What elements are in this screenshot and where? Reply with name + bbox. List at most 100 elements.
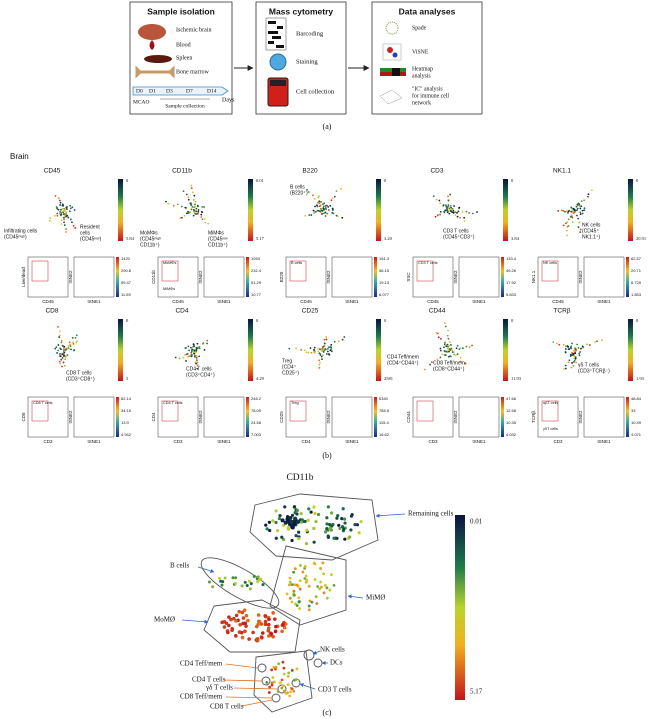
analysis-item: for immune cell	[412, 92, 449, 99]
cell-dot	[583, 209, 586, 212]
pointer	[223, 679, 263, 682]
cell-dot	[57, 197, 60, 200]
cell-dot	[445, 204, 447, 207]
cell-dot	[63, 209, 65, 212]
cell-dot	[288, 580, 292, 584]
axis-label: CD3	[428, 439, 437, 444]
cell-dot	[268, 528, 272, 533]
cell-dot	[323, 530, 328, 534]
gate-label: B cells	[291, 261, 302, 265]
scale-label: 0.01	[470, 518, 483, 526]
cell-dot	[274, 520, 278, 525]
cell-dot	[568, 359, 571, 362]
population-annotation: (CD8⁺CD44⁺)	[433, 366, 465, 372]
population-annotation: CD8 T cells	[66, 370, 92, 376]
population-label: Remaining cells	[408, 510, 454, 518]
cell-dot	[437, 336, 440, 339]
cell-dot	[313, 511, 317, 515]
cell-dot	[452, 211, 455, 214]
cell-dot	[211, 585, 215, 589]
marker-title: CD8	[45, 308, 58, 315]
axis-label: CD45	[552, 299, 564, 304]
cell-dot	[572, 365, 575, 367]
cell-dot	[62, 204, 65, 207]
axis-label: CD45	[42, 299, 54, 304]
pointer	[225, 663, 259, 669]
cell-dot	[579, 228, 582, 231]
scale-tick: 20.71	[631, 268, 642, 273]
cd4-region	[261, 676, 271, 686]
cell-dot	[590, 189, 593, 192]
cell-dot	[429, 363, 432, 366]
cell-dot	[60, 339, 63, 342]
mini-colorbar	[501, 397, 504, 437]
population-annotation: (CD45ˡᵒʷ	[208, 236, 228, 242]
cell-dot	[325, 516, 329, 520]
axis-label: CD44	[406, 411, 411, 423]
axis-label: CD4	[151, 412, 156, 421]
cell-dot	[223, 576, 227, 580]
cell-dot	[332, 209, 334, 211]
cell-dot	[456, 211, 459, 214]
cell-dot	[307, 507, 311, 511]
cell-dot	[562, 209, 565, 212]
cell-dot	[323, 344, 326, 347]
cell-dot	[194, 361, 197, 364]
cell-dot	[281, 660, 285, 664]
cell-dot	[231, 576, 235, 580]
cell-dot	[595, 340, 598, 343]
cell-dot	[72, 341, 74, 344]
cell-dot	[442, 204, 445, 207]
cell-dot	[471, 212, 474, 215]
cell-dot	[317, 210, 320, 212]
cell-dot	[439, 356, 442, 359]
mini-colorbar	[374, 397, 377, 437]
gate	[31, 260, 49, 282]
cell-dot	[63, 218, 65, 221]
timeline-day: D7	[186, 88, 193, 94]
cell-dot	[320, 208, 323, 210]
cd4-teff-region	[257, 663, 267, 673]
cell-dot	[570, 210, 573, 213]
cell-dot	[194, 209, 197, 212]
cell-dot	[295, 667, 299, 671]
cell-dot	[581, 212, 584, 215]
cell-dot	[222, 625, 227, 629]
cell-dot	[335, 536, 339, 540]
cell-dot	[572, 353, 575, 355]
cell-dot	[308, 599, 312, 603]
colorbar	[118, 179, 123, 241]
nk-region	[303, 649, 315, 661]
cell-dot	[447, 329, 449, 332]
axis-label: tSNE1	[345, 439, 359, 444]
cell-dot	[73, 209, 76, 211]
cell-dot	[579, 211, 582, 214]
axis-label: CD3	[43, 439, 52, 444]
cell-dot	[192, 343, 195, 346]
cell-dot	[64, 349, 66, 352]
cell-dot	[197, 210, 200, 213]
cell-dot	[58, 330, 61, 333]
axis-label: tSNE1	[472, 439, 486, 444]
cell-dot	[269, 631, 274, 636]
cell-dot	[60, 341, 63, 344]
cell-dot	[283, 505, 287, 509]
cell-dot	[562, 343, 565, 346]
bcell-region	[200, 557, 280, 609]
population-annotation: (CD3⁺CD4⁺)	[186, 372, 215, 378]
spade-icon	[385, 21, 399, 35]
cell-dot	[193, 345, 196, 348]
cell-dot	[571, 351, 573, 354]
cell-dot	[579, 231, 582, 234]
cell-dot	[459, 216, 462, 219]
cell-dot	[260, 635, 264, 640]
cell-dot	[293, 511, 297, 515]
scale-label: 0	[126, 318, 129, 323]
cell-dot	[195, 357, 198, 359]
cell-dot	[276, 690, 280, 693]
cell-dot	[263, 622, 268, 627]
cell-dot	[301, 570, 305, 574]
cell-dot	[325, 526, 329, 531]
cell-dot	[574, 357, 577, 360]
cell-dot	[436, 214, 439, 217]
